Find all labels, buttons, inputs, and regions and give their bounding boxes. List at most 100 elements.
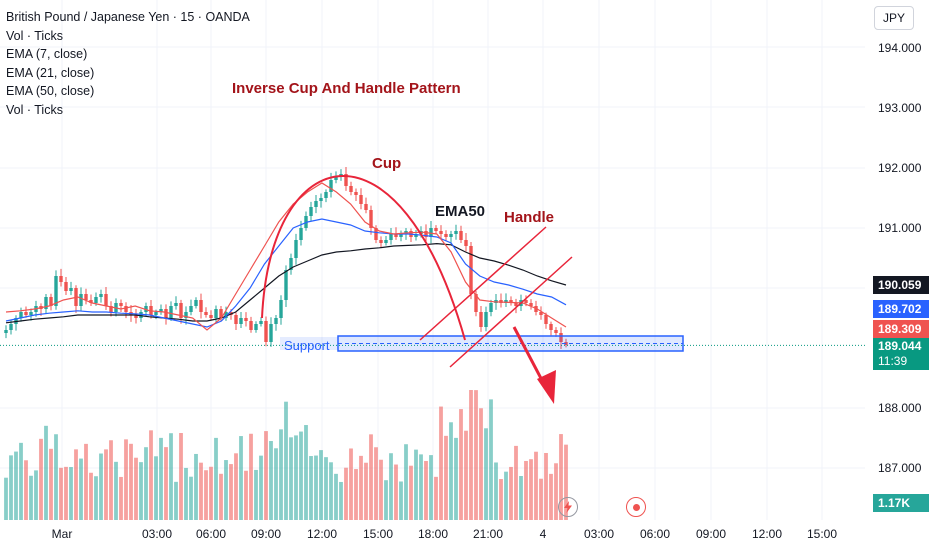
y-tick: 192.000 — [878, 161, 922, 175]
x-tick: 15:00 — [806, 527, 838, 541]
candle-body — [434, 228, 438, 231]
support-label-bg — [280, 337, 338, 350]
price-axis[interactable] — [865, 0, 932, 550]
candle-body — [104, 294, 108, 306]
volume-bar — [414, 449, 418, 520]
x-tick: 15:00 — [362, 527, 394, 541]
candle-body — [264, 321, 268, 342]
volume-bar — [129, 443, 133, 520]
volume-bar — [279, 429, 283, 520]
candle-body — [174, 303, 178, 306]
volume-bar — [554, 463, 558, 520]
candle-body — [84, 294, 88, 300]
candle-body — [394, 234, 398, 237]
symbol-title[interactable]: British Pound / Japanese Yen · 15 · OAND… — [6, 10, 250, 24]
candle-body — [259, 321, 263, 324]
candle-body — [79, 294, 83, 306]
candle-body — [49, 297, 53, 306]
arrow-head — [537, 370, 556, 404]
volume-bar — [379, 459, 383, 520]
volume-bar — [314, 455, 318, 520]
volume-bar — [334, 473, 338, 520]
volume-bar — [179, 433, 183, 520]
x-tick: 09:00 — [250, 527, 282, 541]
y-tick: 188.000 — [878, 401, 922, 415]
volume-bar — [69, 467, 73, 520]
volume-bar — [49, 448, 53, 520]
candle-body — [4, 330, 8, 333]
candle-body — [89, 300, 93, 303]
candle-body — [124, 306, 128, 312]
volume-bar — [514, 445, 518, 520]
handle-label: Handle — [504, 209, 554, 226]
volume-bar — [539, 478, 543, 520]
x-tick: 09:00 — [695, 527, 727, 541]
candle-body — [389, 234, 393, 240]
volume-bar — [424, 461, 428, 520]
candle-body — [354, 192, 358, 195]
candle-body — [289, 258, 293, 270]
volume-bar — [419, 454, 423, 520]
candle-body — [159, 309, 163, 312]
record-icon[interactable] — [626, 497, 646, 517]
volume-bar — [359, 455, 363, 520]
candle-body — [374, 228, 378, 240]
volume-bar — [124, 439, 128, 520]
y-tick: 187.000 — [878, 461, 922, 475]
volume-bar — [294, 435, 298, 520]
volume-bar — [464, 430, 468, 520]
candle-body — [489, 303, 493, 312]
candle-body — [179, 303, 183, 318]
volume-bar — [9, 455, 13, 520]
volume-bar — [559, 434, 563, 520]
volume-bar — [284, 401, 288, 520]
volume-bar — [529, 459, 533, 520]
volume-bar — [324, 457, 328, 520]
volume-bar — [39, 438, 43, 520]
candle-body — [59, 276, 63, 282]
volume-bar — [169, 433, 173, 520]
candle-body — [539, 312, 543, 315]
volume-bar — [214, 437, 218, 520]
x-tick: 12:00 — [306, 527, 338, 541]
y-tick: 193.000 — [878, 101, 922, 115]
volume-bar — [209, 466, 213, 520]
volume-bar — [224, 460, 228, 520]
price-chart[interactable]: Inverse Cup And Handle Pattern Cup EMA50 Ha… — [0, 0, 865, 550]
x-tick: 03:00 — [583, 527, 615, 541]
volume-bar — [134, 457, 138, 520]
price-label-ema21: 189.702 — [873, 300, 929, 318]
candle-body — [379, 240, 383, 243]
volume-bar — [74, 449, 78, 520]
volume-bar — [444, 435, 448, 520]
volume-bar — [299, 431, 303, 520]
candle-body — [319, 198, 323, 201]
volume-bar — [429, 455, 433, 520]
annotation-drawings: Inverse Cup And Handle Pattern Cup EMA50 Ha… — [0, 80, 865, 404]
candle-body — [439, 231, 443, 234]
volume-bar — [289, 437, 293, 520]
pattern-title: Inverse Cup And Handle Pattern — [232, 80, 461, 97]
indicator-volume-2[interactable]: Vol · Ticks — [6, 102, 63, 117]
indicator-ema50[interactable]: EMA (50, close) — [6, 84, 95, 98]
candle-body — [324, 192, 328, 198]
candle-body — [189, 306, 193, 312]
x-tick: Mar — [51, 527, 73, 541]
currency-unit-button[interactable]: JPY — [874, 6, 914, 30]
indicator-ema21[interactable]: EMA (21, close) — [6, 65, 95, 80]
volume-bar — [484, 428, 488, 520]
volume-bar — [174, 481, 178, 520]
indicator-ema7[interactable]: EMA (7, close) — [6, 47, 88, 61]
candle-body — [204, 312, 208, 315]
lightning-icon[interactable] — [558, 497, 578, 517]
volume-bar — [504, 471, 508, 520]
candle-body — [69, 288, 73, 291]
candle-body — [549, 324, 553, 330]
volume-bar — [319, 450, 323, 520]
candle-body — [509, 300, 513, 303]
candle-body — [384, 240, 388, 243]
volume-bar — [89, 472, 93, 520]
indicator-volume[interactable]: Vol · Ticks — [6, 28, 63, 43]
volume-bar — [519, 476, 523, 520]
candle-body — [504, 300, 508, 303]
